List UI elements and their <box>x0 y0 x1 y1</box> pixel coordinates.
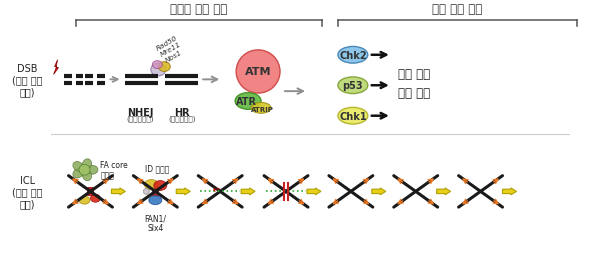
FancyArrow shape <box>111 188 125 195</box>
Text: p53: p53 <box>343 81 363 91</box>
Text: Chk1: Chk1 <box>339 111 367 121</box>
Text: ATR: ATR <box>236 97 257 106</box>
Text: 세포 성장
세포 사멸: 세포 성장 세포 사멸 <box>398 68 430 100</box>
Circle shape <box>236 51 280 94</box>
Text: FAN1/
Slx4: FAN1/ Slx4 <box>144 213 166 232</box>
Ellipse shape <box>73 169 83 178</box>
Text: ATRIP: ATRIP <box>251 106 273 112</box>
Text: Chk2: Chk2 <box>339 51 367 60</box>
Text: ATM: ATM <box>245 67 272 77</box>
Text: 유전자 손상 인지: 유전자 손상 인지 <box>170 4 227 17</box>
FancyArrow shape <box>502 188 517 195</box>
Text: ID 복합체: ID 복합체 <box>145 164 170 173</box>
Ellipse shape <box>338 47 368 64</box>
FancyArrow shape <box>307 188 321 195</box>
Ellipse shape <box>153 61 163 69</box>
Text: NHEJ: NHEJ <box>127 107 154 117</box>
Ellipse shape <box>338 77 368 94</box>
Ellipse shape <box>144 180 158 190</box>
Ellipse shape <box>73 162 83 171</box>
FancyArrow shape <box>436 188 451 195</box>
Text: ↙: ↙ <box>209 182 221 195</box>
FancyArrow shape <box>241 188 255 195</box>
Ellipse shape <box>82 170 91 181</box>
Ellipse shape <box>338 108 368 124</box>
Ellipse shape <box>87 166 98 174</box>
Polygon shape <box>54 60 58 75</box>
Text: 손상 신호 전달: 손상 신호 전달 <box>432 4 483 17</box>
FancyArrow shape <box>176 188 190 195</box>
Ellipse shape <box>91 195 101 202</box>
Bar <box>88 188 94 196</box>
Text: (상동재접합): (상동재접합) <box>168 115 196 122</box>
Ellipse shape <box>151 64 166 77</box>
Text: Rad50
Mre11
Nbs1: Rad50 Mre11 Nbs1 <box>155 35 186 65</box>
FancyArrow shape <box>372 188 386 195</box>
Ellipse shape <box>251 103 271 114</box>
Ellipse shape <box>149 196 162 205</box>
Text: (비유사접합): (비유사접합) <box>127 115 154 122</box>
Text: HR: HR <box>174 107 190 117</box>
Text: FA core
복합체: FA core 복합체 <box>101 161 128 180</box>
Ellipse shape <box>82 159 91 170</box>
Text: DSB
(이중 나선
절단): DSB (이중 나선 절단) <box>12 64 43 97</box>
Ellipse shape <box>79 197 90 204</box>
Text: ICL
(이중 나선
병합): ICL (이중 나선 병합) <box>12 175 43 208</box>
Circle shape <box>79 165 90 176</box>
Ellipse shape <box>154 181 167 191</box>
Circle shape <box>143 189 150 195</box>
Ellipse shape <box>158 62 170 72</box>
Bar <box>153 188 158 196</box>
Ellipse shape <box>235 93 261 110</box>
